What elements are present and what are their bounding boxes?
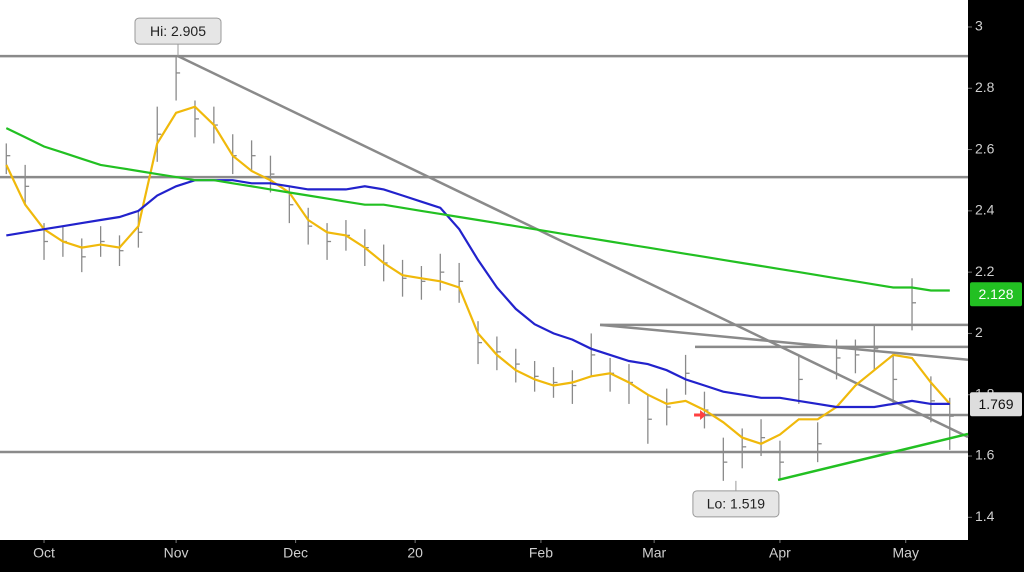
annotation-label: Hi: 2.905 [150, 23, 206, 39]
x-tick-label: Feb [529, 545, 553, 561]
arrow-marker [694, 409, 707, 420]
annotation-label: Lo: 1.519 [707, 496, 766, 512]
annotation-box [134, 17, 222, 45]
y-tick-label: 3 [975, 18, 983, 34]
y-tick-label: 2 [975, 324, 983, 340]
last-value-label: 2.128 [978, 286, 1013, 302]
x-tick-label: Nov [164, 545, 189, 561]
y-tick-label: 1.6 [975, 447, 995, 463]
moving-average [5, 105, 951, 445]
last-value-label: 1.769 [978, 396, 1013, 412]
trend-line [777, 432, 969, 482]
x-axis-strip [0, 540, 1024, 567]
moving-average [5, 127, 950, 292]
x-tick-label: Mar [642, 545, 666, 561]
x-tick-label: Oct [33, 545, 55, 561]
x-tick-label: 20 [407, 545, 423, 561]
trend-line [599, 323, 969, 362]
y-tick-label: 2.4 [975, 202, 995, 218]
x-tick-label: Dec [283, 545, 308, 561]
y-tick-label: 2.2 [975, 263, 995, 279]
y-tick-label: 1.4 [975, 508, 995, 524]
y-tick-label: 2.6 [975, 140, 995, 156]
x-tick-label: May [893, 545, 919, 561]
y-tick-label: 2.8 [975, 79, 995, 95]
x-tick-label: Apr [769, 545, 791, 561]
trend-line [177, 54, 969, 439]
annotation-box [692, 490, 780, 518]
last-value-tag [970, 282, 1022, 307]
last-value-tag [970, 392, 1022, 417]
moving-average [6, 179, 950, 409]
